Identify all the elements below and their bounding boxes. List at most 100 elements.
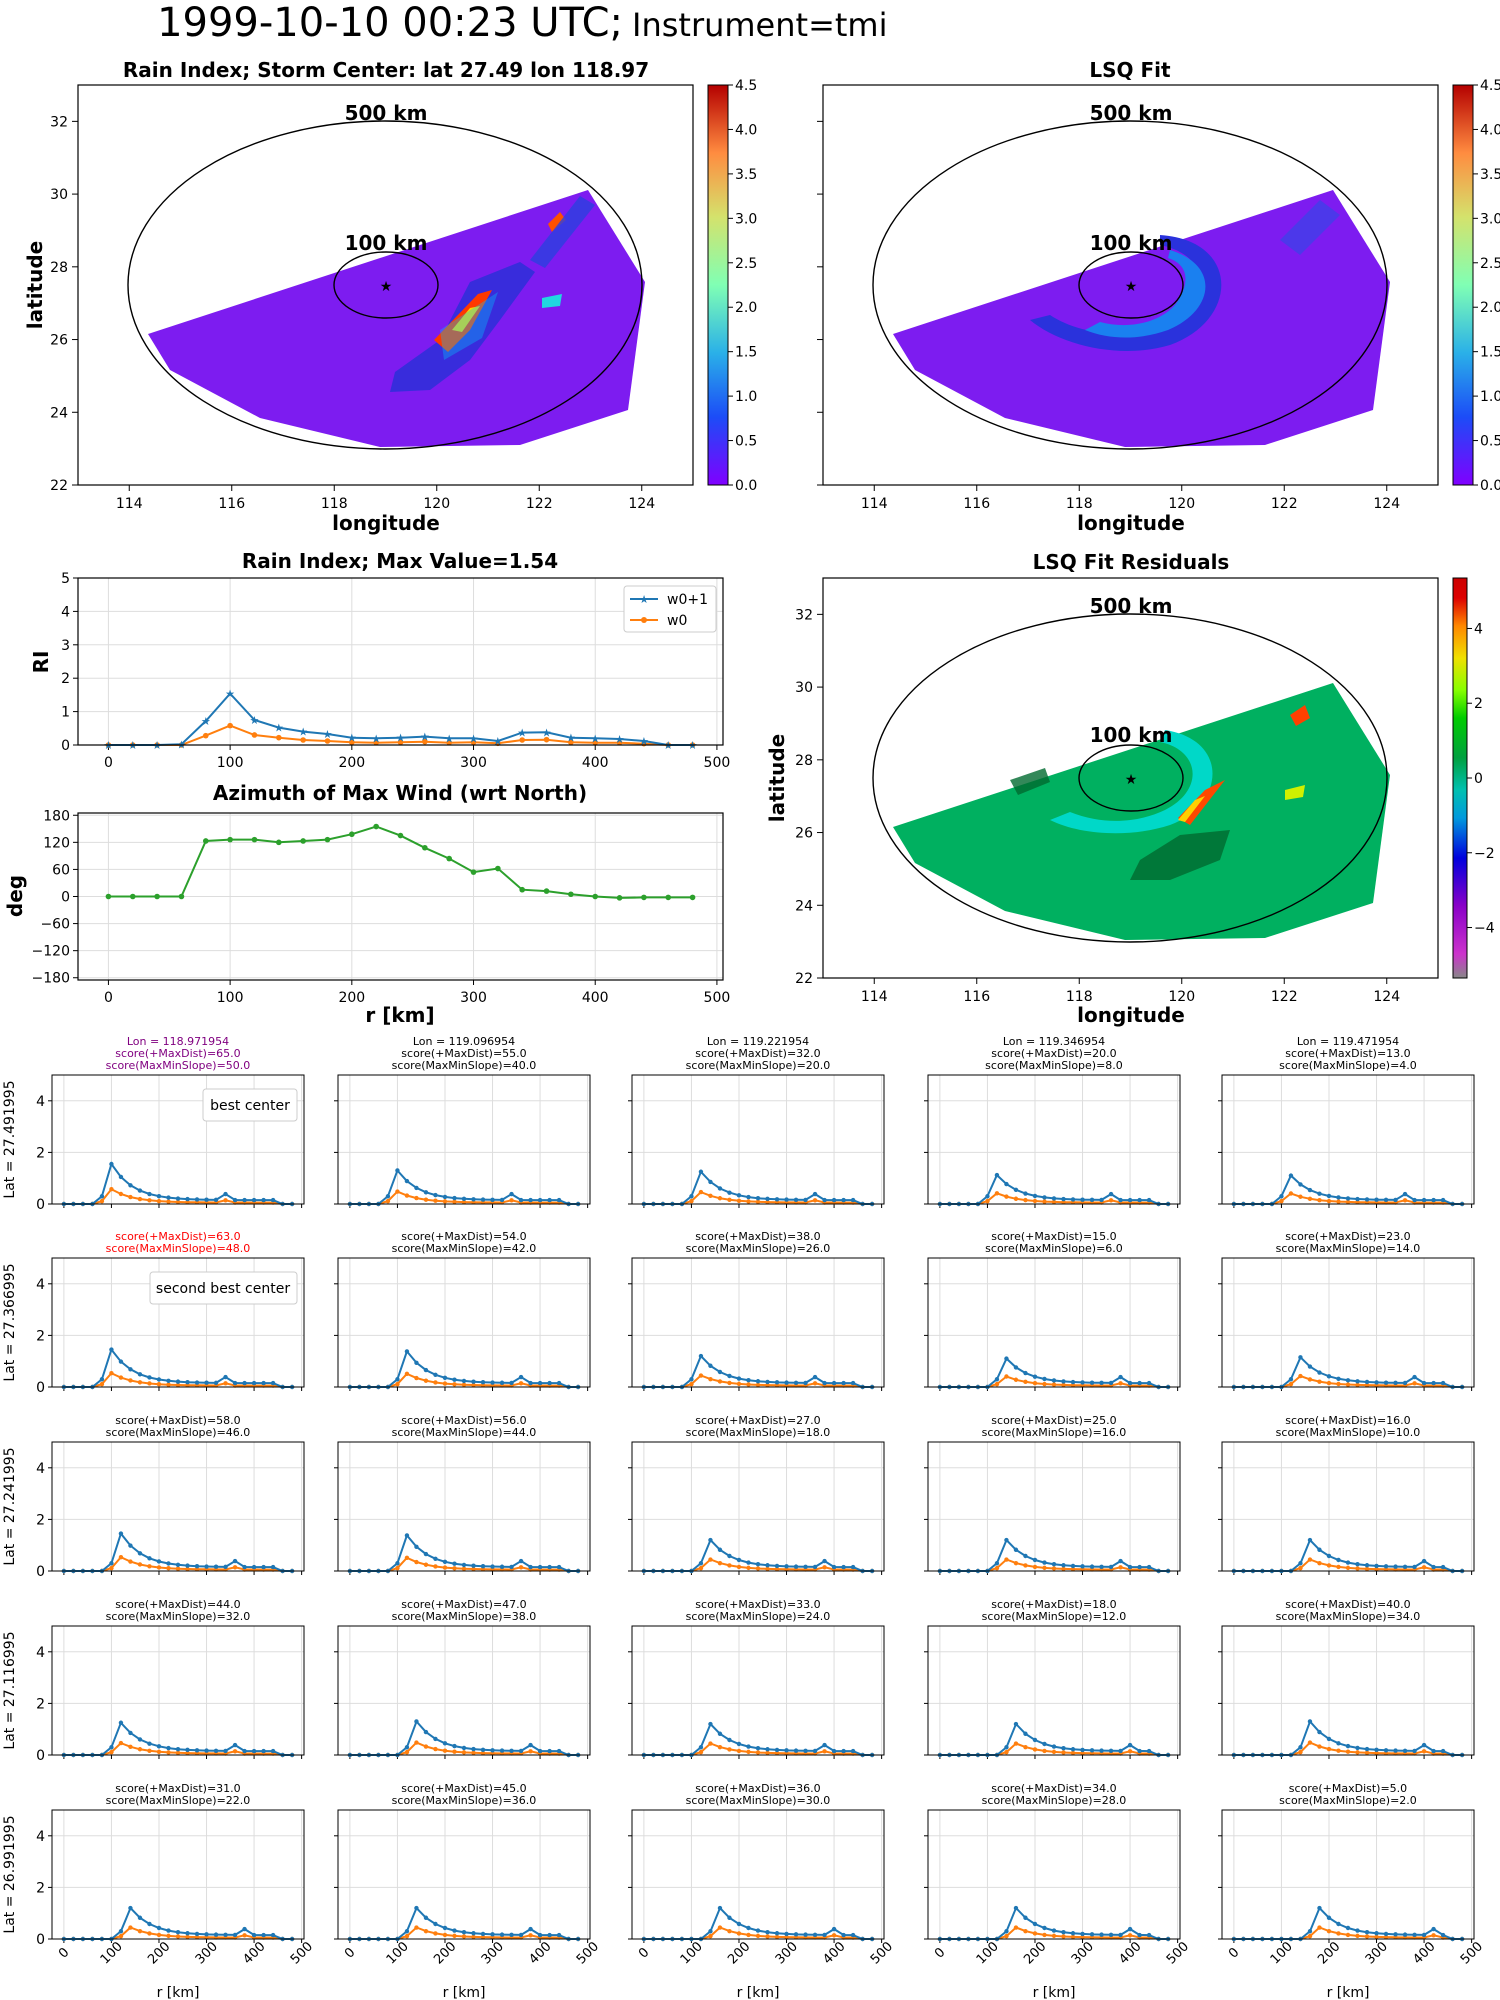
w0p1-series-point [1326,1374,1332,1379]
w0-series-point [1307,1557,1313,1562]
storm-center-marker: ★ [1125,279,1138,295]
w0p1-series-point [1099,1564,1104,1570]
rain-index-profile: Rain Index; Max Value=1.54 0 100 200 300 400… [29,549,730,771]
w0p1-series-point [784,1748,789,1753]
w0-series-point [1355,1382,1360,1388]
w0-series-point [423,1197,429,1202]
w0-series-point [755,1750,761,1755]
azimuth-series-point [543,888,550,894]
w0-series-point [1298,1565,1303,1571]
w0-series-point [518,1565,524,1570]
w0p1-series-point [1042,1741,1047,1747]
azimuth-series-point [227,836,233,843]
w0p1-series-point [175,1929,181,1935]
w0p1-series-point [1412,1748,1417,1754]
w0p1-series-point [1127,1197,1133,1203]
w0p1-series-point [765,1929,770,1935]
w0-series-point [470,739,477,746]
x-axis-label: longitude [332,511,440,535]
score-panel: score(+MaxDist)=47.0score(MaxMinSlope)=3… [334,1598,591,1759]
w0-series-point [128,1744,133,1750]
w0-series-point [1013,1196,1019,1201]
y-tick-label: −120 [32,944,70,960]
w0-series-point [1118,1565,1123,1570]
w0p1-series-point [1431,1564,1436,1570]
w0-series-point [1355,1566,1360,1571]
w0p1-series-point [812,1191,818,1197]
circle-500km [127,120,643,450]
w0-series-point [1326,1198,1332,1204]
w0p1-series-point [1118,1374,1123,1380]
w0p1-series-point [1317,1370,1322,1375]
rain-spot-e [542,294,562,308]
x-tick-label: 122 [526,496,553,512]
w0p1-series-point [708,1929,713,1934]
legend [202,1088,298,1122]
w0-series-point [1061,1566,1066,1572]
w0p1-series-point [1355,1745,1360,1751]
w0p1-series-point [1393,1748,1398,1753]
w0p1-series-point [242,1748,247,1754]
w0p1-series-point [480,1747,486,1753]
w0p1-series-point [708,1179,713,1185]
w0p1-series-point [1393,1564,1398,1569]
y-tick-label: 180 [43,808,70,824]
w0p1-series-point [1080,1931,1085,1937]
colorbar-tick-label: 1.0 [1480,389,1500,405]
w0p1-series-point [1089,1564,1095,1569]
w0p1-series-point [156,1194,162,1199]
score-panel: 0 2 4 score(+MaxDist)=58.0score(MaxMinSlope… [2,1414,305,1580]
w0p1-series-point [1326,1915,1332,1920]
w0-series-point [1345,1565,1351,1571]
w0-series-point [1307,1196,1313,1202]
x-axis-label: r [km] [1033,1985,1076,2000]
azimuth-series-point [592,893,599,900]
panel-title: score(+MaxDist)=25.0 [991,1414,1116,1427]
score-panel: 0 100 200 300 400 500 score(+MaxDist)=36.0scor… [628,1782,896,2000]
w0p1-series-point [166,1928,171,1933]
w0-series-point [698,1373,704,1378]
w0-series-point [300,737,306,743]
w0p1-series-point [1355,1379,1360,1384]
w0p1-series-point [1383,1197,1389,1203]
y-axis-label: RI [29,651,53,674]
w0p1-series-point [1004,1537,1009,1543]
w0-series-point [1279,1198,1284,1204]
w0p1-series-point [213,1932,219,1937]
w0-series-point [1013,1560,1019,1566]
w0p1-series-point [1146,1380,1152,1386]
x-tick-label: 400 [240,1939,268,1967]
y-tick-label: 32 [50,114,68,130]
w0p1-series-point [1393,1197,1398,1203]
w0p1-series-point [528,1742,533,1748]
w0p1-series-point [395,1168,400,1173]
w0-series-point [1051,1749,1057,1755]
w0p1-series-point [156,1377,162,1382]
azimuth-profile-title: Azimuth of Max Wind (wrt North) [213,781,587,805]
w0p1-series-point [1070,1563,1076,1569]
w0p1-series-point [1364,1929,1370,1935]
plot-frame [822,84,1439,486]
x-tick-label: 0 [104,990,113,1006]
w0-series-point [1070,1382,1076,1388]
w0p1-series-point [1089,1932,1095,1937]
x-tick-label: 400 [582,755,609,771]
w0-series-point [185,1750,190,1756]
w0p1-series-point [1288,1173,1294,1178]
w0p1-series-point [452,1743,457,1749]
w0p1-series-point [1042,1560,1047,1565]
w0-series-point [202,732,209,739]
w0-series-point [137,1380,143,1385]
w0-series-point [373,739,379,746]
w0p1-series-point [1032,1921,1038,1927]
w0-series-point [1307,1933,1313,1939]
w0p1-series-point [774,1380,780,1385]
w0-series-point [1023,1197,1028,1203]
w0p1-series-point [850,1197,856,1203]
w0-series-point [423,1378,429,1383]
w0p1-series-point [1013,1187,1019,1193]
plot-frame [1221,1074,1475,1205]
w0p1-series-point [841,1748,846,1754]
w0p1-series-point [1013,1365,1019,1370]
w0p1-series-point [1402,1748,1408,1753]
